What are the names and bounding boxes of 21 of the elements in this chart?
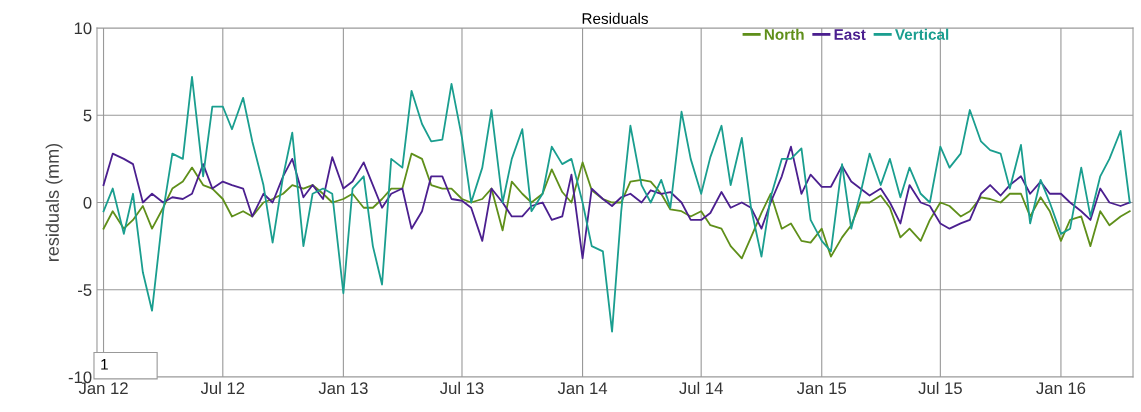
y-tick-label: 5 bbox=[83, 109, 92, 122]
y-tick-label: -5 bbox=[78, 284, 92, 296]
x-tick-label: Jul 14 bbox=[679, 381, 723, 395]
y-tick-label: 0 bbox=[83, 196, 92, 209]
x-tick-label: Jan 15 bbox=[796, 382, 847, 395]
x-tick-label: Jan 13 bbox=[318, 382, 368, 395]
chart-title: Residuals bbox=[582, 12, 648, 24]
legend-label: North bbox=[764, 28, 804, 40]
x-tick-label: Jul 12 bbox=[200, 381, 245, 395]
annotation: 1 bbox=[101, 359, 108, 370]
x-tick-label: Jul 15 bbox=[918, 381, 962, 395]
x-tick-label: Jan 12 bbox=[78, 382, 128, 395]
y-tick-label: 10 bbox=[74, 22, 92, 35]
x-tick-label: Jul 13 bbox=[440, 381, 484, 395]
x-tick-label: Jan 14 bbox=[557, 382, 608, 395]
legend-label: East bbox=[834, 29, 866, 40]
y-tick-label: -10 bbox=[68, 371, 92, 384]
legend-label: Vertical bbox=[894, 28, 949, 40]
x-tick-label: Jan 16 bbox=[1036, 382, 1086, 395]
line-series bbox=[102, 75, 1131, 333]
y-axis-title: residuals (mm) bbox=[45, 143, 63, 261]
